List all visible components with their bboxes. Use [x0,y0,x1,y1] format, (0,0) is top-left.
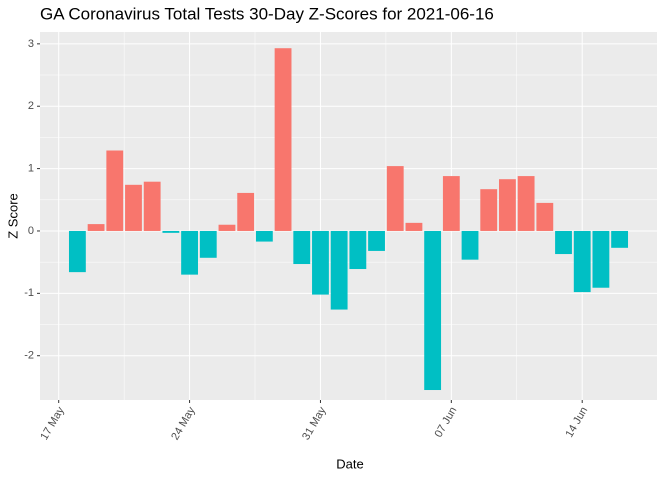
bar [517,176,535,231]
bar [293,230,311,265]
x-tick-label: 17 May [38,405,67,443]
bar [349,230,367,270]
bar [181,230,198,275]
x-tick-label: 14 Jun [563,405,590,440]
bar [143,181,161,231]
y-tick-label: 2 [28,100,34,112]
bar [162,230,180,233]
bar [330,230,348,310]
bar [573,230,591,293]
chart-title: GA Coronavirus Total Tests 30-Day Z-Scor… [40,4,494,23]
bar [274,48,292,231]
bar [442,176,460,231]
bar [592,230,610,288]
bar [555,230,572,255]
y-axis-label: Z Score [5,193,20,239]
bar [125,184,142,231]
bar [199,230,217,258]
bar [536,202,554,231]
bar [218,224,236,231]
x-tick-label: 07 Jun [433,405,460,440]
x-tick-label: 31 May [300,405,329,443]
y-tick-label: -2 [24,350,34,362]
bar [461,230,479,260]
bar [237,192,255,231]
x-axis-label: Date [336,456,363,471]
y-tick-label: 3 [28,38,34,50]
x-tick-label: 24 May [169,405,198,443]
bar [405,222,423,231]
bar [68,230,86,273]
bar [611,230,629,248]
y-tick-label: 1 [28,163,34,175]
bar [424,230,442,391]
bar [499,179,516,231]
y-tick-label: 0 [28,225,34,237]
bar [480,189,498,231]
bar [386,166,404,231]
bar [255,230,273,242]
bar [368,230,385,251]
panel [40,32,657,400]
bar [312,230,329,295]
y-tick-label: -1 [24,287,34,299]
bar [106,150,124,231]
bar [87,224,105,231]
